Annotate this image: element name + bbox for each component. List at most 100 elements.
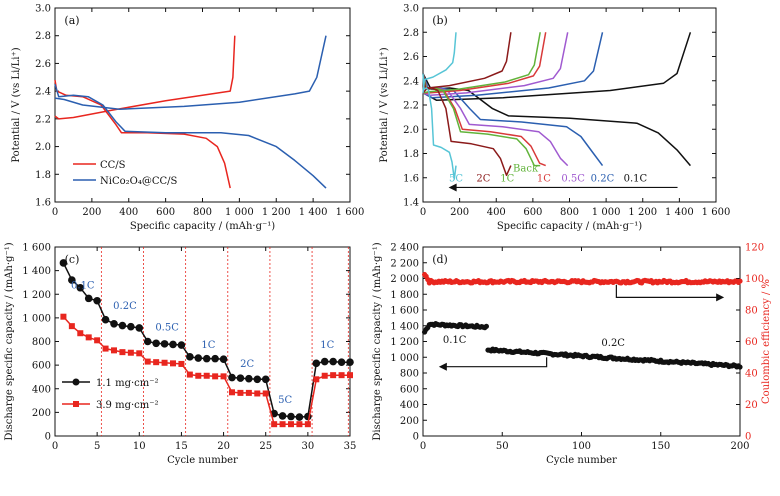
rate-label: 0.2C — [113, 301, 137, 312]
y-tick-label: 2.2 — [403, 101, 419, 112]
data-point — [194, 354, 203, 362]
data-point — [287, 412, 295, 421]
data-point — [212, 373, 219, 380]
x-tick-label: 200 — [730, 441, 749, 452]
data-point — [279, 421, 286, 428]
y-tick-label: 0 — [413, 432, 419, 443]
x-tick-label: 400 — [487, 207, 506, 218]
data-point — [68, 276, 76, 284]
y-axis-label: Potential / V (vs Li/Li⁺) — [379, 47, 390, 162]
data-point — [127, 322, 135, 331]
x-tick-label: 1 200 — [262, 207, 291, 218]
y-tick-label-right: 60 — [745, 337, 758, 348]
data-point — [483, 323, 489, 329]
data-point — [220, 373, 227, 380]
rate-label: 5C — [278, 395, 292, 406]
y-tick-label: 200 — [400, 416, 419, 427]
data-point — [169, 340, 177, 349]
data-point — [228, 373, 236, 382]
y-tick-label: 3.0 — [35, 4, 51, 15]
y-tick-label: 1.4 — [403, 198, 419, 209]
data-point — [153, 359, 160, 366]
x-tick-label: 200 — [450, 207, 469, 218]
x-tick-label: 600 — [523, 207, 542, 218]
data-point — [320, 357, 329, 366]
data-point — [321, 372, 328, 379]
y-tick-label: 2 000 — [390, 274, 419, 285]
data-point — [262, 390, 269, 397]
rate-label: 0.1C — [443, 335, 467, 346]
data-point — [330, 372, 337, 379]
axis-arrow-right-head — [716, 293, 725, 302]
data-point — [245, 389, 252, 396]
x-tick-label: 10 — [133, 441, 146, 452]
x-axis-label: Specific capacity / (mAh·g⁻¹) — [497, 221, 642, 232]
series-charge-0 — [54, 35, 236, 120]
panel-label: (d) — [432, 253, 448, 266]
x-tick-label: 1 200 — [628, 207, 657, 218]
data-point — [186, 371, 193, 378]
y-tick-label: 600 — [400, 384, 419, 395]
y-tick-label-right: 100 — [745, 274, 764, 285]
y-tick-label: 1 400 — [390, 321, 419, 332]
y-tick-label: 1 000 — [390, 353, 419, 364]
data-point — [68, 323, 75, 330]
data-point — [338, 372, 345, 379]
rate-label: 0.5C — [561, 173, 585, 184]
y-tick-label: 1 800 — [390, 290, 419, 301]
y-tick-label-right: 0 — [745, 432, 751, 443]
data-point — [295, 413, 304, 421]
data-point — [127, 349, 134, 356]
data-point — [84, 294, 93, 303]
y-tick-label-right: 20 — [745, 400, 758, 411]
x-tick-label: 50 — [496, 441, 509, 452]
x-tick-label: 0 — [52, 207, 58, 218]
x-tick-label: 0 — [420, 441, 426, 452]
x-tick-label: 200 — [82, 207, 101, 218]
plot-frame — [422, 246, 741, 437]
y-tick-label: 1 000 — [22, 313, 51, 324]
data-point — [737, 278, 743, 284]
data-point — [203, 372, 210, 379]
y-tick-label: 2.2 — [35, 114, 51, 125]
data-point — [288, 421, 294, 428]
y-tick-label: 2.8 — [403, 28, 419, 39]
x-tick-label: 400 — [119, 207, 138, 218]
rate-label: 0.5C — [155, 322, 179, 333]
y-tick-label: 1.8 — [403, 149, 419, 160]
rate-label: 0.2C — [591, 173, 615, 184]
legend-label: 1.1 mg·cm⁻² — [96, 378, 159, 389]
x-tick-label: 150 — [651, 441, 670, 452]
rate-label: 0.1C — [624, 173, 648, 184]
rate-label: 1C — [537, 173, 551, 184]
y-tick-label: 400 — [32, 384, 51, 395]
data-point — [329, 357, 337, 366]
y-tick-label: 2 200 — [390, 258, 419, 269]
data-point — [347, 372, 353, 379]
data-point — [118, 321, 127, 330]
data-point — [202, 354, 211, 363]
y-tick-label: 2.4 — [403, 76, 419, 87]
x-tick-label: 800 — [193, 207, 212, 218]
panel-0: 0 200 400 600 800 1 000 1 200 1 400 1 600 1.6 1.8 2… — [11, 4, 364, 233]
y-tick-label-right: 120 — [745, 243, 764, 254]
rate-label: Back — [513, 164, 539, 175]
data-point — [186, 353, 194, 361]
data-point — [271, 421, 278, 428]
legend-marker — [73, 401, 79, 407]
y-axis-label: Discharge specific capacity / (mAh·g⁻¹) — [4, 242, 15, 440]
y-tick-label: 1.6 — [403, 173, 419, 184]
y-tick-label: 3.0 — [403, 4, 419, 15]
legend-label: CC/S — [100, 160, 126, 171]
y-tick-label: 200 — [32, 408, 51, 419]
series-discharge-6 — [422, 73, 457, 180]
x-tick-label: 1 600 — [336, 207, 365, 218]
y-tick-label: 1 200 — [22, 290, 51, 301]
y-tick-label: 2 400 — [390, 243, 419, 254]
y-tick-label: 2.8 — [35, 31, 51, 42]
data-point — [253, 375, 262, 384]
x-tick-label: 15 — [175, 441, 188, 452]
rate-label: 2C — [476, 173, 490, 184]
data-point — [245, 374, 253, 383]
rate-label: 1C — [201, 340, 215, 351]
